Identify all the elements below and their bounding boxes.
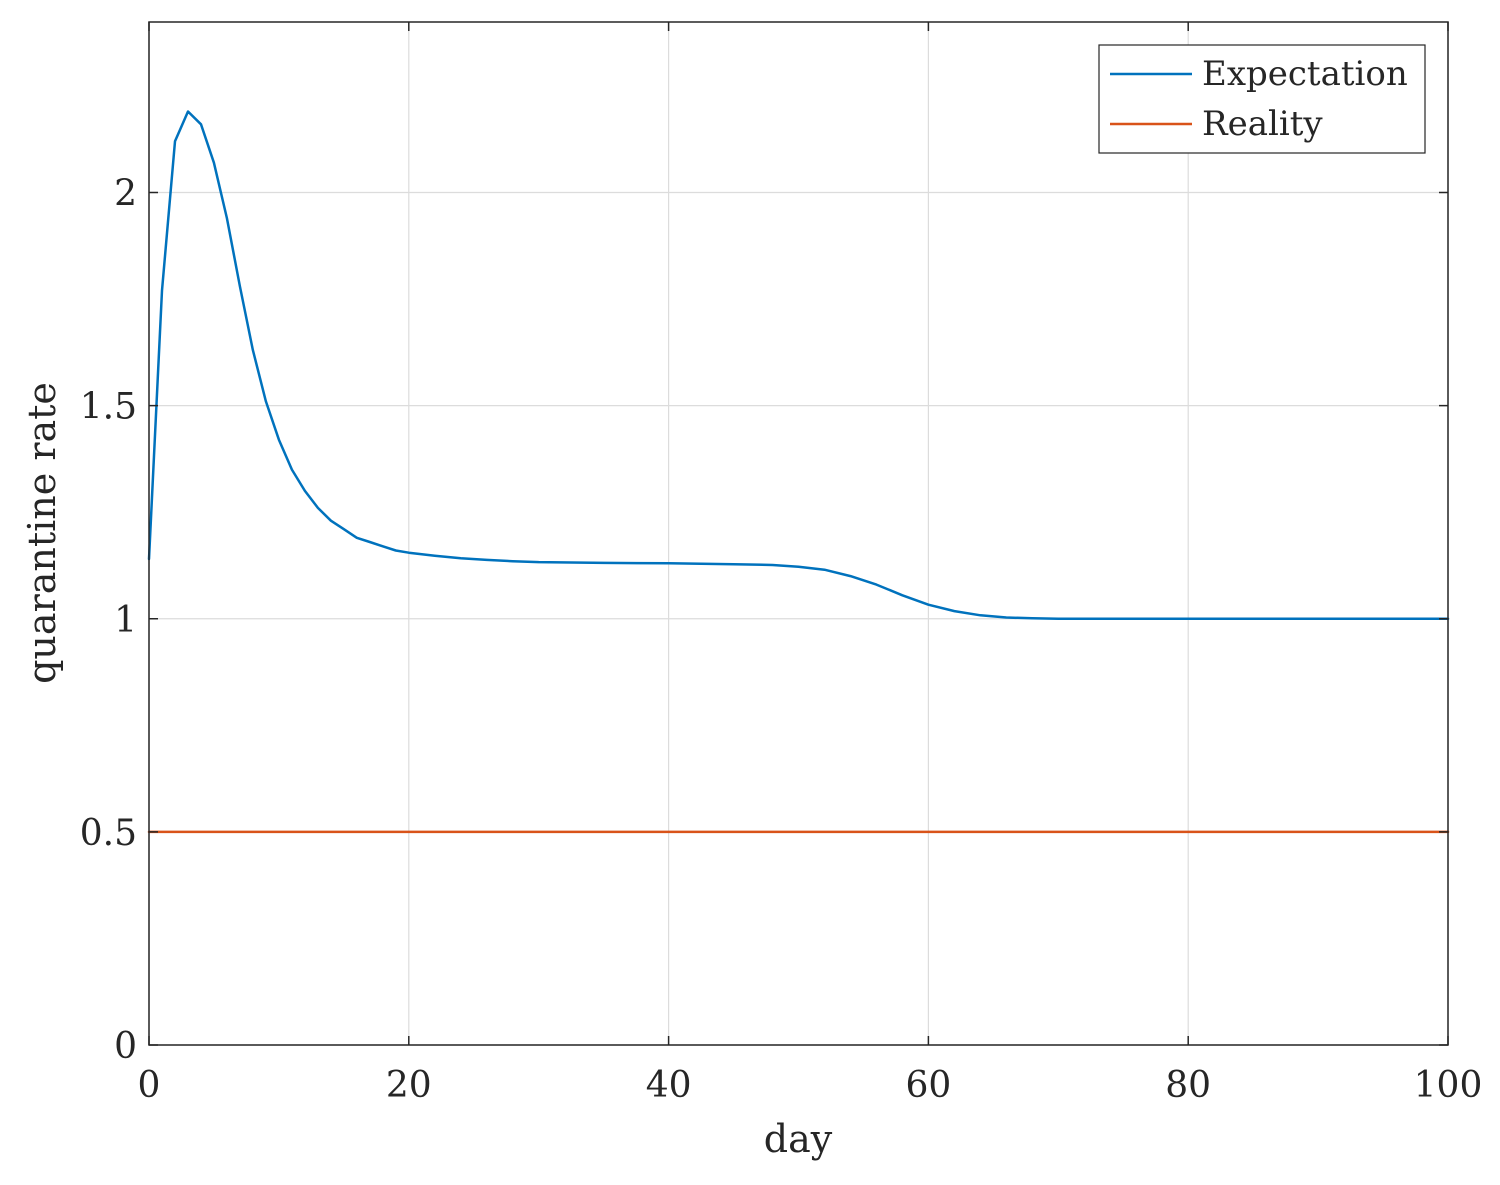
y-tick-label: 0.5: [80, 813, 137, 854]
legend: Expectation Reality: [1098, 44, 1426, 154]
ticks: [148, 22, 1449, 1046]
x-tick-label: 0: [138, 1065, 161, 1106]
x-tick-label: 100: [1414, 1065, 1483, 1106]
x-tick-label: 40: [646, 1065, 692, 1106]
series-layer: [147, 110, 1450, 834]
x-tick-label: 80: [1165, 1065, 1211, 1106]
legend-box: [1098, 44, 1426, 154]
y-tick-label: 2: [114, 174, 137, 215]
series-line-expectation: [147, 110, 1450, 621]
plot-frame: [148, 21, 1449, 1046]
tick-labels: 0 20 40 60 80 100 0 0.5 1 1.5 2: [80, 174, 1483, 1107]
y-tick-label: 0: [114, 1026, 137, 1067]
legend-label-reality: Reality: [1202, 104, 1323, 144]
x-axis-label: day: [764, 1117, 833, 1161]
x-tick-label: 20: [386, 1065, 432, 1106]
x-tick-label: 60: [905, 1065, 951, 1106]
plot-background: [149, 22, 1448, 1045]
y-tick-label: 1: [114, 600, 137, 641]
y-tick-label: 1.5: [80, 387, 137, 428]
y-axis-label: quarantine rate: [20, 382, 64, 684]
legend-label-expectation: Expectation: [1202, 54, 1408, 94]
